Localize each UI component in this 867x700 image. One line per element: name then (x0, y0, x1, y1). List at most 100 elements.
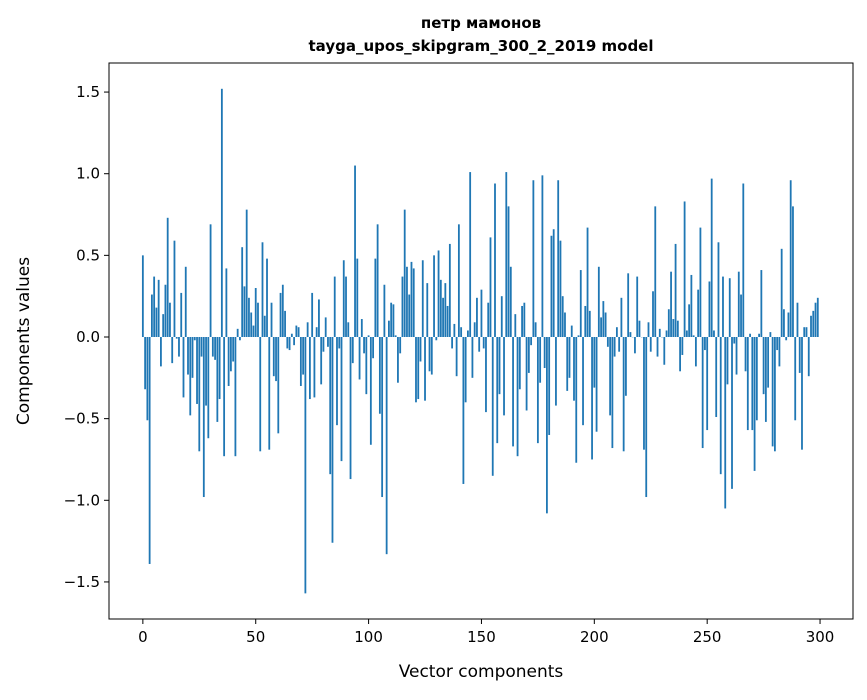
bar-164 (512, 337, 514, 446)
bar-178 (544, 337, 546, 368)
bar-38 (228, 337, 230, 386)
bar-65 (289, 337, 291, 350)
bar-266 (742, 184, 744, 337)
bar-267 (745, 337, 747, 371)
bar-50 (255, 288, 257, 337)
bar-235 (672, 319, 674, 337)
bar-73 (307, 322, 309, 337)
bar-129 (433, 255, 435, 337)
bar-169 (523, 303, 525, 337)
bar-171 (528, 337, 530, 373)
bar-117 (406, 267, 408, 337)
bar-282 (779, 337, 781, 366)
bar-53 (262, 242, 264, 337)
bar-182 (553, 229, 555, 337)
bar-256 (720, 337, 722, 474)
bar-270 (751, 337, 753, 430)
bar-15 (176, 337, 178, 339)
bar-139 (456, 337, 458, 376)
bar-109 (388, 321, 390, 337)
bar-273 (758, 334, 760, 337)
bar-145 (469, 172, 471, 337)
bar-59 (275, 337, 277, 381)
bar-173 (532, 180, 534, 337)
bar-5 (153, 277, 155, 337)
bar-130 (435, 337, 437, 340)
x-tick-label: 200 (580, 628, 609, 646)
bar-2 (146, 337, 148, 420)
bar-29 (207, 337, 209, 438)
bar-149 (478, 337, 480, 352)
bar-52 (259, 337, 261, 451)
bar-26 (201, 337, 203, 357)
bar-151 (483, 337, 485, 348)
bar-116 (404, 210, 406, 337)
bar-170 (526, 337, 528, 410)
bar-86 (336, 337, 338, 425)
bar-126 (426, 283, 428, 337)
bar-43 (239, 337, 241, 340)
bar-268 (747, 337, 749, 430)
bar-24 (196, 337, 198, 404)
bar-91 (347, 322, 349, 337)
bar-288 (792, 206, 794, 337)
bar-220 (639, 321, 641, 337)
bar-165 (514, 314, 516, 337)
bar-119 (411, 262, 413, 337)
bar-186 (562, 296, 564, 337)
bar-210 (616, 327, 618, 337)
bar-133 (442, 298, 444, 337)
bar-71 (302, 337, 304, 375)
y-tick-label: 0.5 (76, 246, 100, 264)
bar-279 (772, 337, 774, 446)
bar-265 (740, 295, 742, 337)
bar-42 (237, 329, 239, 337)
bar-3 (149, 337, 151, 564)
bar-261 (731, 337, 733, 489)
bars-group (142, 89, 819, 594)
bar-44 (241, 247, 243, 337)
bar-21 (189, 337, 191, 415)
bar-155 (492, 337, 494, 476)
bar-78 (318, 299, 320, 337)
bar-61 (280, 293, 282, 337)
bar-39 (230, 337, 232, 371)
bar-103 (374, 259, 376, 337)
bar-160 (503, 337, 505, 415)
bar-94 (354, 166, 356, 337)
bar-60 (277, 337, 279, 433)
bar-180 (548, 337, 550, 435)
bar-188 (566, 337, 568, 391)
bar-281 (776, 337, 778, 350)
bar-196 (584, 306, 586, 337)
bar-147 (474, 322, 476, 337)
bar-253 (713, 330, 715, 337)
x-tick-label: 50 (246, 628, 265, 646)
bar-136 (449, 244, 451, 337)
bar-278 (769, 332, 771, 337)
bar-167 (519, 337, 521, 389)
bar-88 (341, 337, 343, 461)
bar-90 (345, 277, 347, 337)
bar-291 (799, 337, 801, 373)
bar-115 (402, 277, 404, 337)
y-tick-label: 0.0 (76, 328, 100, 346)
bar-106 (381, 337, 383, 497)
bar-148 (476, 298, 478, 337)
bar-49 (253, 326, 255, 337)
bar-98 (363, 337, 365, 353)
bar-191 (573, 337, 575, 401)
bar-275 (763, 337, 765, 394)
bar-219 (636, 277, 638, 337)
bar-243 (690, 275, 692, 337)
bar-183 (555, 337, 557, 406)
bar-198 (589, 311, 591, 337)
bar-153 (487, 303, 489, 337)
bar-7 (158, 280, 160, 337)
bar-226 (652, 291, 654, 337)
bar-81 (325, 317, 327, 337)
bar-195 (582, 337, 584, 425)
bar-84 (332, 337, 334, 543)
bar-159 (501, 296, 503, 337)
axes-frame (109, 63, 853, 619)
